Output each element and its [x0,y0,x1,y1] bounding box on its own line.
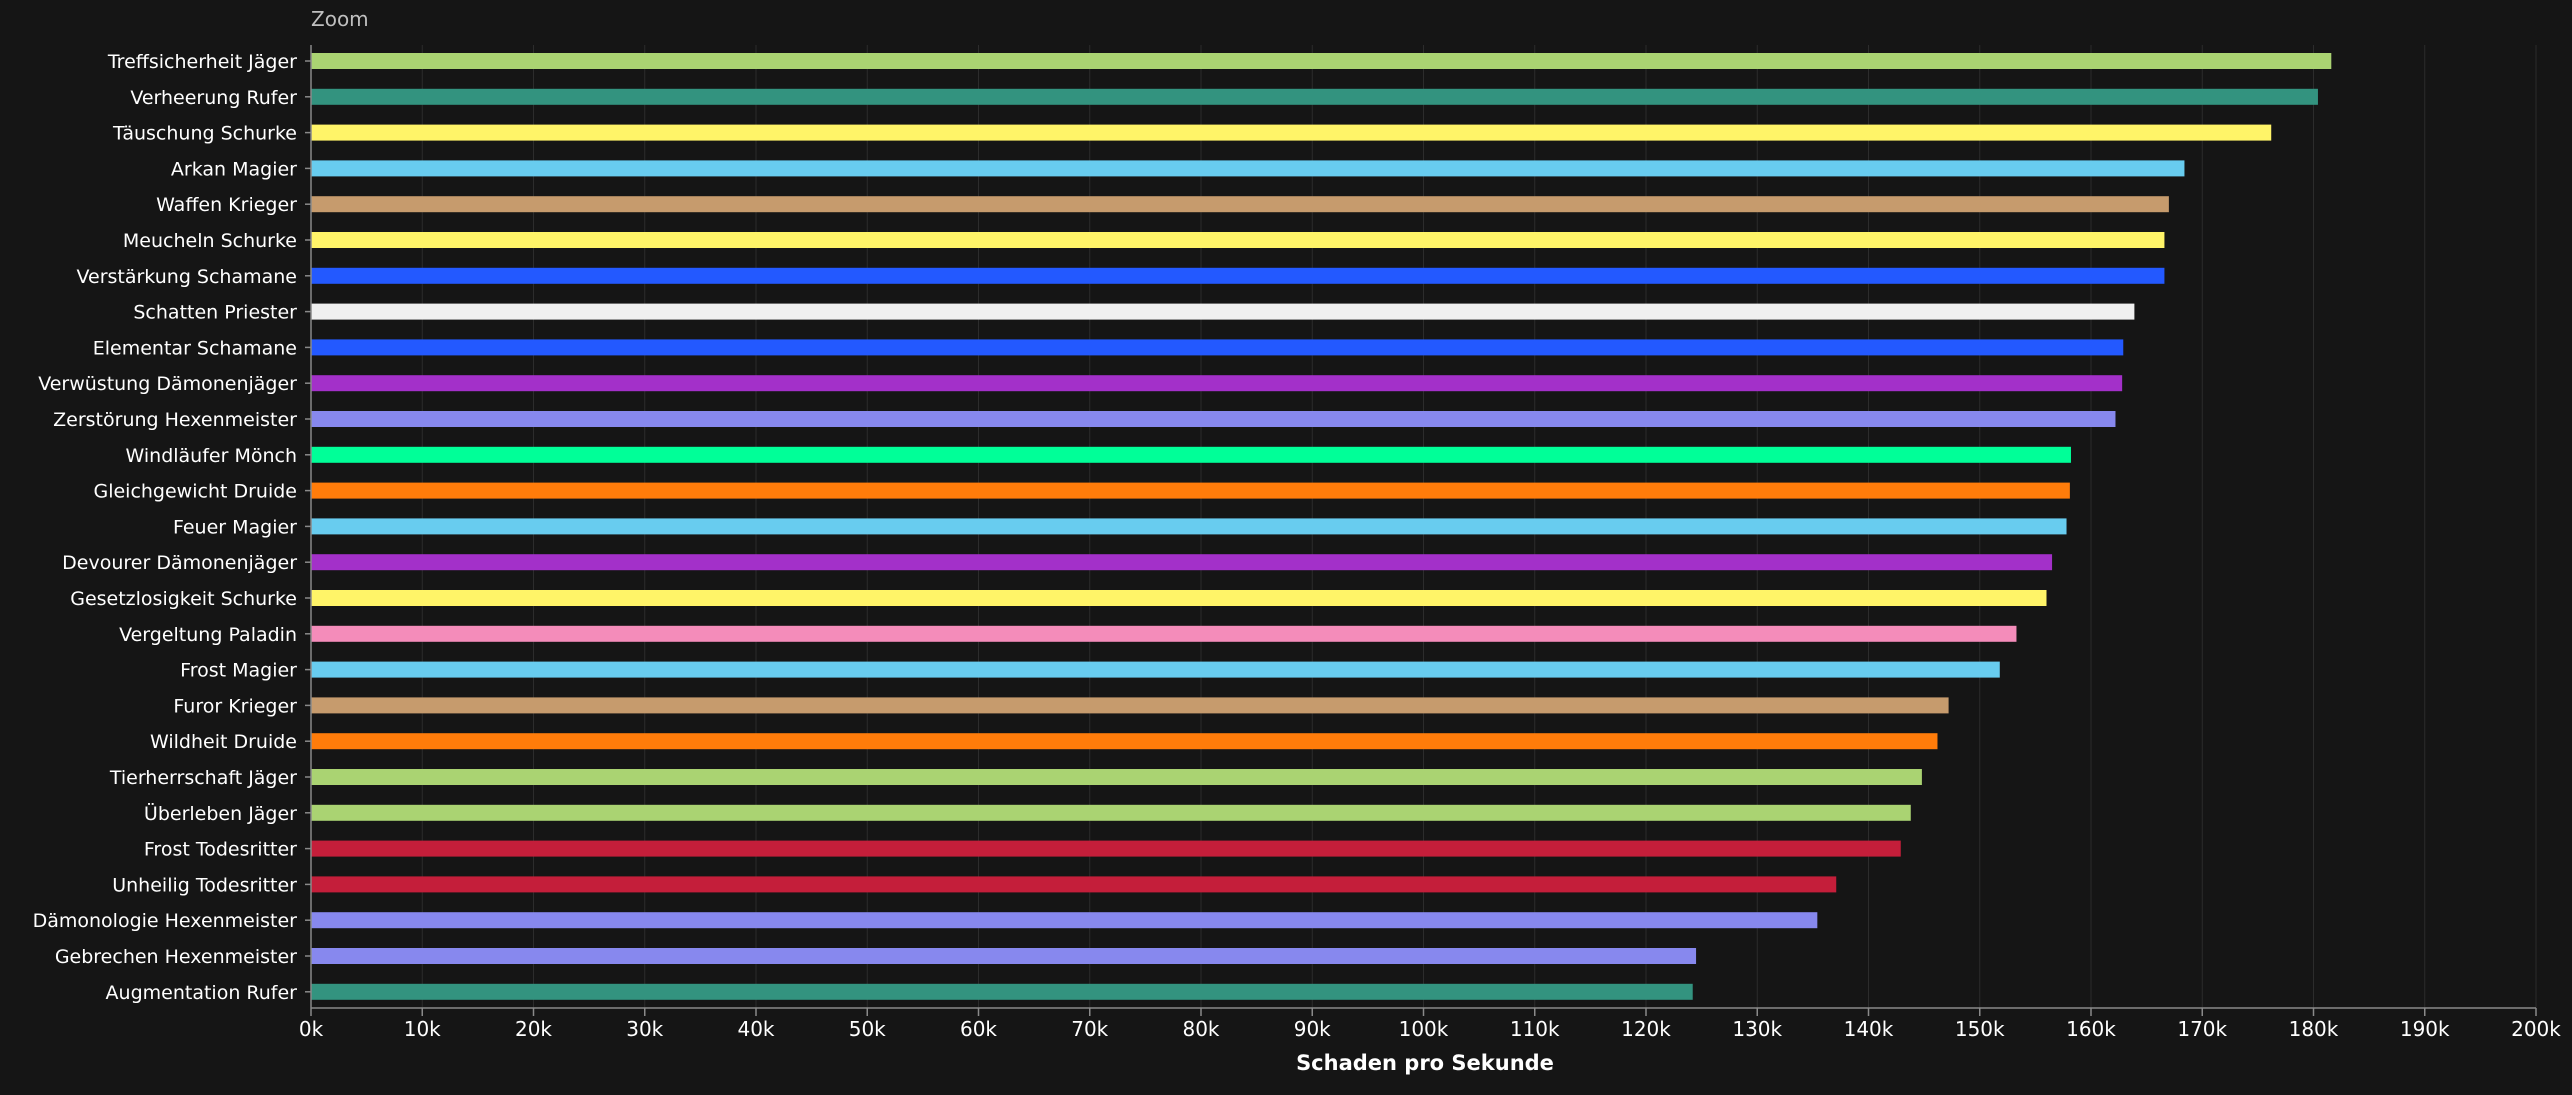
x-tick-label: 70k [1071,1017,1108,1041]
bar[interactable] [311,124,2272,141]
x-tick-label: 50k [849,1017,886,1041]
bar[interactable] [311,733,1938,750]
bars-layer [311,53,2332,1000]
category-label: Augmentation Rufer [106,982,298,1004]
bar[interactable] [311,303,2135,320]
x-tick-label: 200k [2511,1017,2561,1041]
bar[interactable] [311,482,2070,499]
bar[interactable] [311,518,2067,535]
x-tick-label: 130k [1732,1017,1782,1041]
category-label: Frost Todesritter [144,839,297,861]
x-tick-label: 80k [1182,1017,1219,1041]
x-axis-title: Schaden pro Sekunde [1296,1051,1554,1075]
bar[interactable] [311,196,2169,213]
category-label: Treffsicherheit Jäger [107,51,297,73]
bar[interactable] [311,446,2071,463]
bar[interactable] [311,697,1949,714]
category-label: Feuer Magier [173,516,297,538]
category-label: Tierherrschaft Jäger [109,767,297,789]
category-label: Verwüstung Dämonenjäger [38,373,297,395]
bar[interactable] [311,339,2124,356]
category-label: Unheilig Todesritter [112,874,297,896]
category-label: Verstärkung Schamane [76,266,297,288]
category-label: Schatten Priester [133,302,297,324]
x-tick-label: 180k [2289,1017,2339,1041]
x-tick-label: 120k [1621,1017,1671,1041]
category-label: Verheerung Rufer [130,87,297,109]
bar[interactable] [311,267,2165,284]
bar[interactable] [311,88,2318,105]
category-label: Devourer Dämonenjäger [62,552,297,574]
bar[interactable] [311,983,1693,1000]
x-tick-label: 60k [960,1017,997,1041]
category-label: Wildheit Druide [150,731,297,753]
x-tick-label: 90k [1294,1017,1331,1041]
bar[interactable] [311,912,1818,929]
bar[interactable] [311,375,2123,392]
x-tick-label: 30k [626,1017,663,1041]
category-label: Täuschung Schurke [112,123,297,145]
bar[interactable] [311,625,2017,642]
x-tick-label: 160k [2066,1017,2116,1041]
bar[interactable] [311,661,2000,678]
category-label: Frost Magier [180,660,297,682]
bar[interactable] [311,554,2053,571]
x-tick-label: 170k [2177,1017,2227,1041]
x-tick-label: 110k [1510,1017,1560,1041]
x-tick-label: 0k [299,1017,324,1041]
x-tick-label: 100k [1399,1017,1449,1041]
bar[interactable] [311,876,1837,893]
category-label: Gebrechen Hexenmeister [55,946,297,968]
category-label: Furor Krieger [173,695,297,717]
category-labels: Treffsicherheit Jäger Verheerung Rufer Täu… [33,51,298,1004]
bar[interactable] [311,53,2332,69]
category-label: Gesetzlosigkeit Schurke [70,588,297,610]
bar[interactable] [311,232,2165,248]
bar[interactable] [311,804,1911,821]
x-tick-label: 40k [737,1017,774,1041]
category-label: Gleichgewicht Druide [93,481,297,503]
category-label: Meucheln Schurke [123,230,297,252]
bar[interactable] [311,948,1697,964]
bar[interactable] [311,160,2185,177]
x-tick-label: 10k [404,1017,441,1041]
bar[interactable] [311,769,1922,785]
category-label: Windläufer Mönch [126,445,298,467]
category-label: Zerstörung Hexenmeister [53,409,297,431]
x-tick-label: 20k [515,1017,552,1041]
bar[interactable] [311,590,2047,606]
bar[interactable] [311,411,2116,427]
bar[interactable] [311,840,1901,857]
category-label: Waffen Krieger [156,194,297,216]
x-axis: 0k 10k 20k 30k 40k 50k 60k 70k 80k 90k 100k 110k 120… [299,45,2561,1041]
category-label: Arkan Magier [171,158,297,180]
category-label: Vergeltung Paladin [119,624,297,646]
category-label: Überleben Jäger [144,802,297,825]
category-label: Elementar Schamane [93,337,297,359]
zoom-button[interactable]: Zoom [311,7,369,31]
category-label: Dämonologie Hexenmeister [33,910,298,932]
x-tick-label: 140k [1844,1017,1894,1041]
x-tick-label: 150k [1955,1017,2005,1041]
x-tick-label: 190k [2400,1017,2450,1041]
